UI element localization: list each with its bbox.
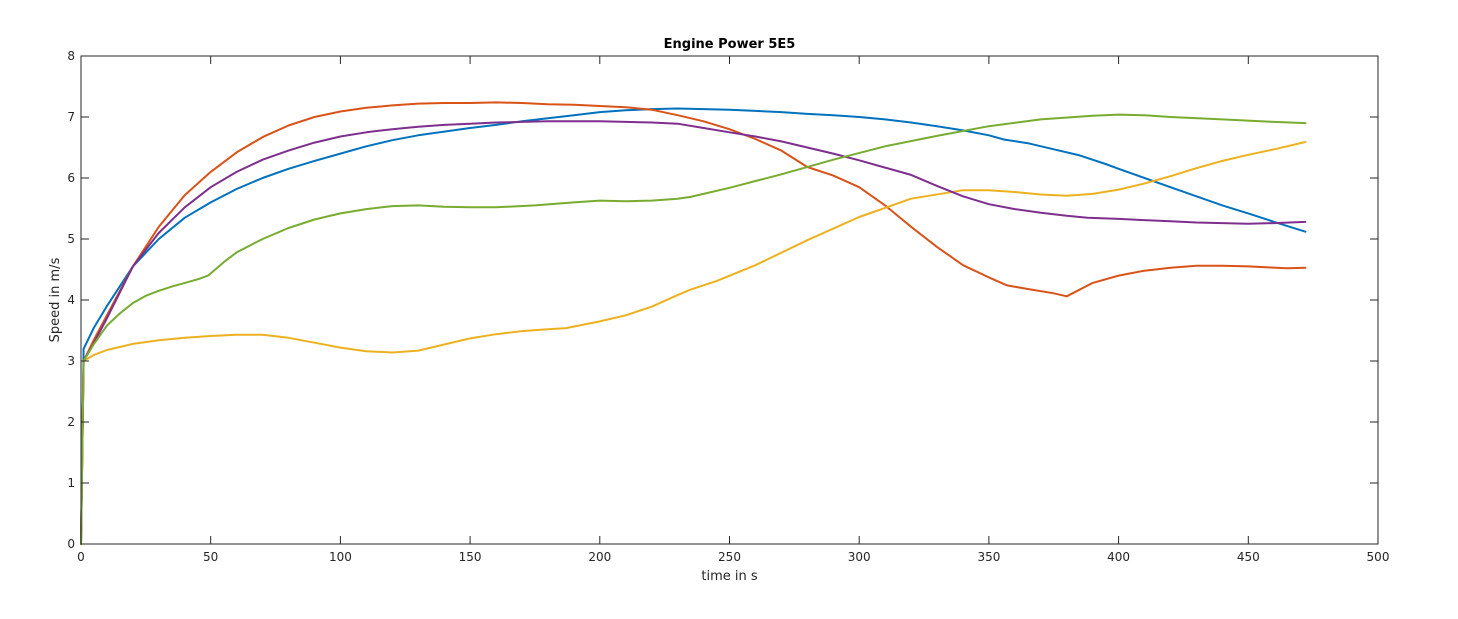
ticks-layer: 0 50 100 150 200 250 300 350 400 450 500 0 1 2 3 4 5 6 7 8 bbox=[67, 49, 1389, 564]
x-tick-label: 250 bbox=[718, 550, 741, 564]
x-tick-label: 400 bbox=[1107, 550, 1130, 564]
y-tick-label: 2 bbox=[67, 415, 75, 429]
plot-area bbox=[81, 56, 1378, 544]
x-tick-label: 100 bbox=[329, 550, 352, 564]
x-tick-label: 0 bbox=[77, 550, 85, 564]
series-line-1 bbox=[80, 107, 1307, 545]
x-axis-label: time in s bbox=[701, 569, 757, 584]
y-tick-label: 5 bbox=[67, 232, 75, 246]
x-tick-label: 350 bbox=[977, 550, 1000, 564]
series-line-2 bbox=[80, 101, 1307, 545]
series-line-3 bbox=[80, 141, 1307, 545]
y-tick-label: 8 bbox=[67, 49, 75, 63]
y-tick-label: 6 bbox=[67, 171, 75, 185]
series-layer bbox=[80, 101, 1307, 545]
y-tick-label: 7 bbox=[67, 110, 75, 124]
y-tick-label: 0 bbox=[67, 537, 75, 551]
chart-title: Engine Power 5E5 bbox=[664, 37, 796, 52]
y-axis-label: Speed in m/s bbox=[48, 257, 63, 342]
y-tick-label: 1 bbox=[67, 476, 75, 490]
x-tick-label: 150 bbox=[459, 550, 482, 564]
y-tick-label: 3 bbox=[67, 354, 75, 368]
x-tick-label: 500 bbox=[1367, 550, 1390, 564]
series-line-5 bbox=[80, 113, 1307, 545]
x-tick-label: 450 bbox=[1237, 550, 1260, 564]
x-tick-label: 200 bbox=[588, 550, 611, 564]
y-tick-label: 4 bbox=[67, 293, 75, 307]
series-line-4 bbox=[80, 120, 1307, 545]
x-tick-label: 300 bbox=[848, 550, 871, 564]
x-tick-label: 50 bbox=[203, 550, 218, 564]
